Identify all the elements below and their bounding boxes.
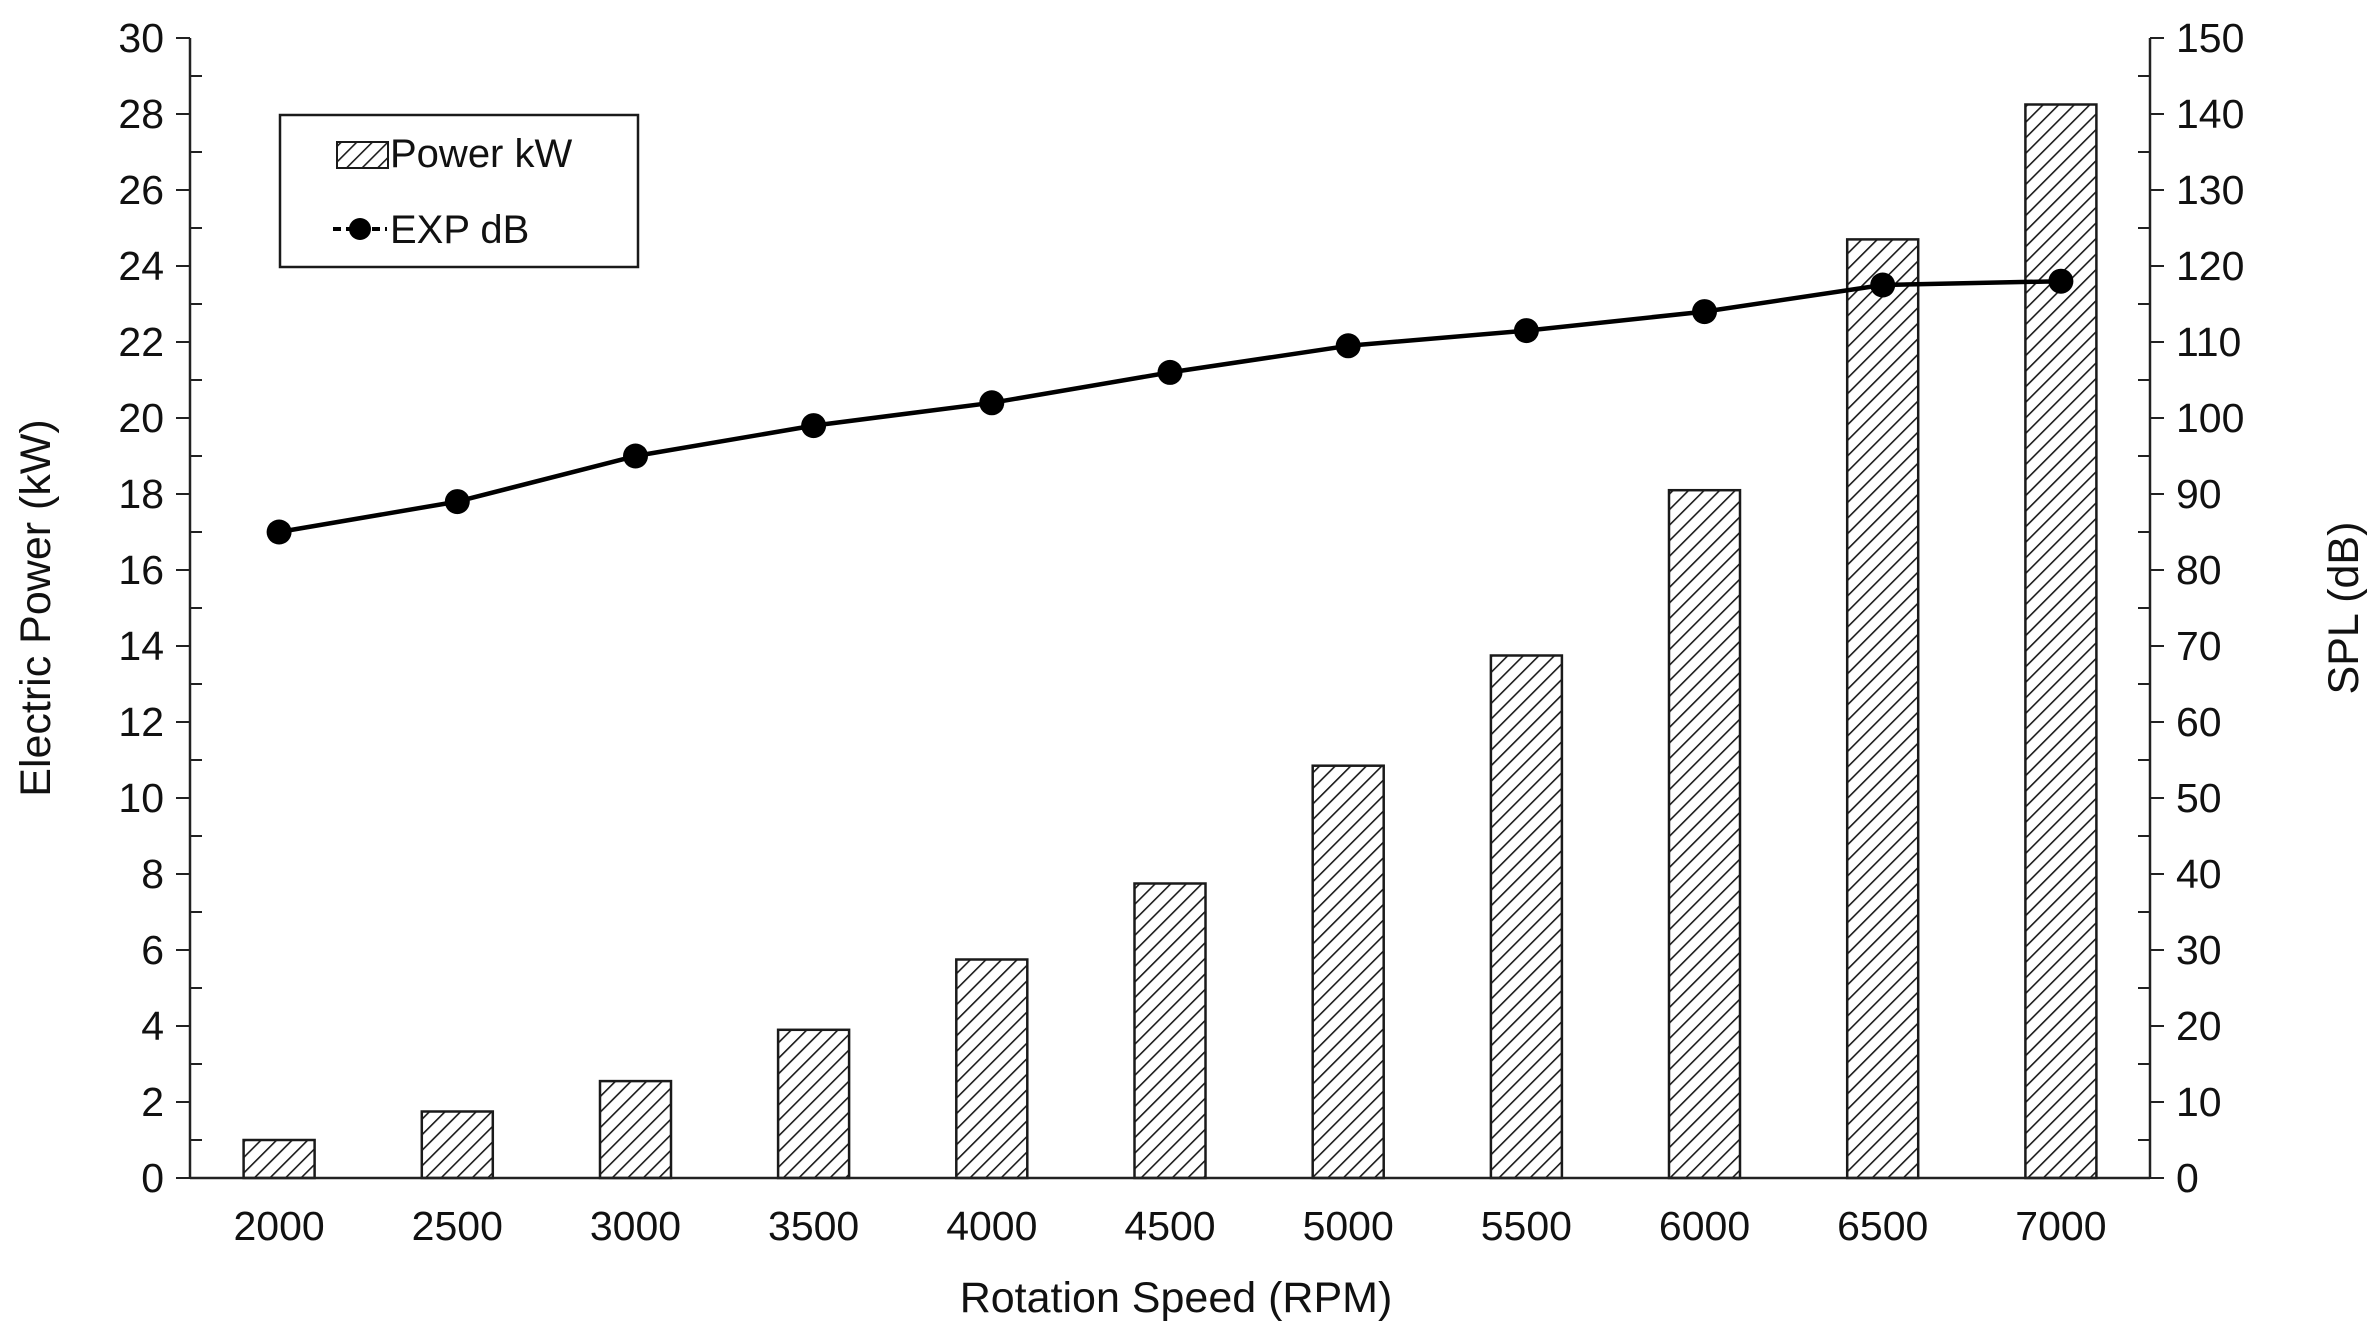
bar-2000: [242, 1138, 316, 1180]
x-tick-label: 6000: [1659, 1203, 1750, 1249]
bar-6500: [1845, 238, 1920, 1180]
y-tick-label: 30: [118, 15, 164, 61]
y2-tick-label: 40: [2176, 851, 2222, 897]
legend-box: [278, 113, 640, 269]
exp-db-point-3000: [623, 443, 648, 469]
x-tick-label: 4500: [1124, 1203, 1215, 1249]
y2-tick-label: 10: [2176, 1079, 2222, 1125]
y-tick-label: 2: [141, 1079, 164, 1125]
x-tick-label: 6500: [1837, 1203, 1928, 1249]
y2-tick-label: 90: [2176, 471, 2222, 517]
y2-tick-label: 70: [2176, 623, 2222, 669]
x-tick-label: 4000: [946, 1203, 1037, 1249]
line-series: [266, 268, 2074, 545]
y-tick-label: 6: [141, 927, 164, 973]
exp-db-point-2500: [444, 489, 470, 515]
y-tick-label: 24: [118, 243, 164, 289]
y-tick-label: 26: [118, 167, 164, 213]
bar-5000: [1311, 764, 1385, 1180]
x-tick-label: 2000: [233, 1203, 324, 1249]
x-tick-label: 5500: [1481, 1203, 1572, 1249]
y-tick-label: 8: [141, 851, 164, 897]
y-tick-label: 22: [118, 319, 164, 365]
y-tick-label: 12: [118, 699, 164, 745]
exp-db-point-4000: [979, 390, 1005, 416]
bar-4000: [955, 958, 1029, 1180]
legend: Power kW EXP dB: [278, 113, 640, 269]
y2-tick-label: 80: [2176, 547, 2222, 593]
exp-db-point-5000: [1335, 333, 1361, 359]
y-tick-label: 14: [118, 623, 164, 669]
x-axis-title: Rotation Speed (RPM): [960, 1274, 1393, 1322]
y2-tick-label: 0: [2176, 1155, 2199, 1201]
y-axis-title: Electric Power (kW): [12, 419, 60, 796]
exp-db-point-6000: [1692, 299, 1717, 325]
x-tick-label: 3000: [590, 1203, 681, 1249]
y2-tick-label: 60: [2176, 699, 2222, 745]
exp-db-point-6500: [1870, 272, 1896, 298]
bar-5500: [1489, 654, 1564, 1180]
y-tick-label: 16: [118, 547, 164, 593]
y-tick-label: 20: [118, 395, 164, 441]
exp-db-point-7000: [2048, 268, 2074, 294]
legend-label-exp: EXP dB: [390, 208, 529, 252]
x-tick-label: 5000: [1303, 1203, 1394, 1249]
bar-2500: [420, 1110, 495, 1180]
y2-tick-label: 140: [2176, 91, 2244, 137]
y-tick-label: 4: [141, 1003, 164, 1049]
bar-series: [242, 103, 2098, 1180]
bar-4500: [1133, 882, 1207, 1180]
legend-label-power: Power kW: [390, 132, 572, 176]
y2-tick-label: 130: [2176, 167, 2244, 213]
y2-axis-title: SPL (dB): [2320, 522, 2368, 695]
y-tick-label: 28: [118, 91, 164, 137]
y2-tick-label: 120: [2176, 243, 2244, 289]
y-tick-label: 0: [141, 1155, 164, 1201]
y2-tick-label: 100: [2176, 395, 2244, 441]
exp-db-line: [278, 278, 2061, 535]
bar-6000: [1667, 488, 1742, 1180]
tick-labels: 0246810121416182022242628300102030405060…: [118, 15, 2244, 1249]
bar-3500: [776, 1028, 851, 1180]
y2-tick-label: 50: [2176, 775, 2222, 821]
y2-tick-label: 30: [2176, 927, 2222, 973]
exp-db-point-5500: [1513, 318, 1539, 344]
exp-db-point-4500: [1157, 359, 1183, 385]
exp-db-point-3500: [801, 413, 827, 439]
legend-bar-swatch: [336, 141, 389, 169]
x-tick-label: 2500: [412, 1203, 503, 1249]
y2-tick-label: 110: [2176, 319, 2241, 365]
y2-tick-label: 20: [2176, 1003, 2222, 1049]
bar-3000: [598, 1079, 673, 1180]
y-tick-label: 18: [118, 471, 164, 517]
bar-7000: [2024, 103, 2098, 1180]
y-tick-label: 10: [118, 775, 164, 821]
x-tick-label: 7000: [2015, 1203, 2106, 1249]
x-tick-label: 3500: [768, 1203, 859, 1249]
axes: [176, 37, 2164, 1180]
y2-tick-label: 150: [2176, 15, 2244, 61]
legend-marker-icon: [349, 218, 371, 240]
exp-db-point-2000: [266, 519, 292, 545]
